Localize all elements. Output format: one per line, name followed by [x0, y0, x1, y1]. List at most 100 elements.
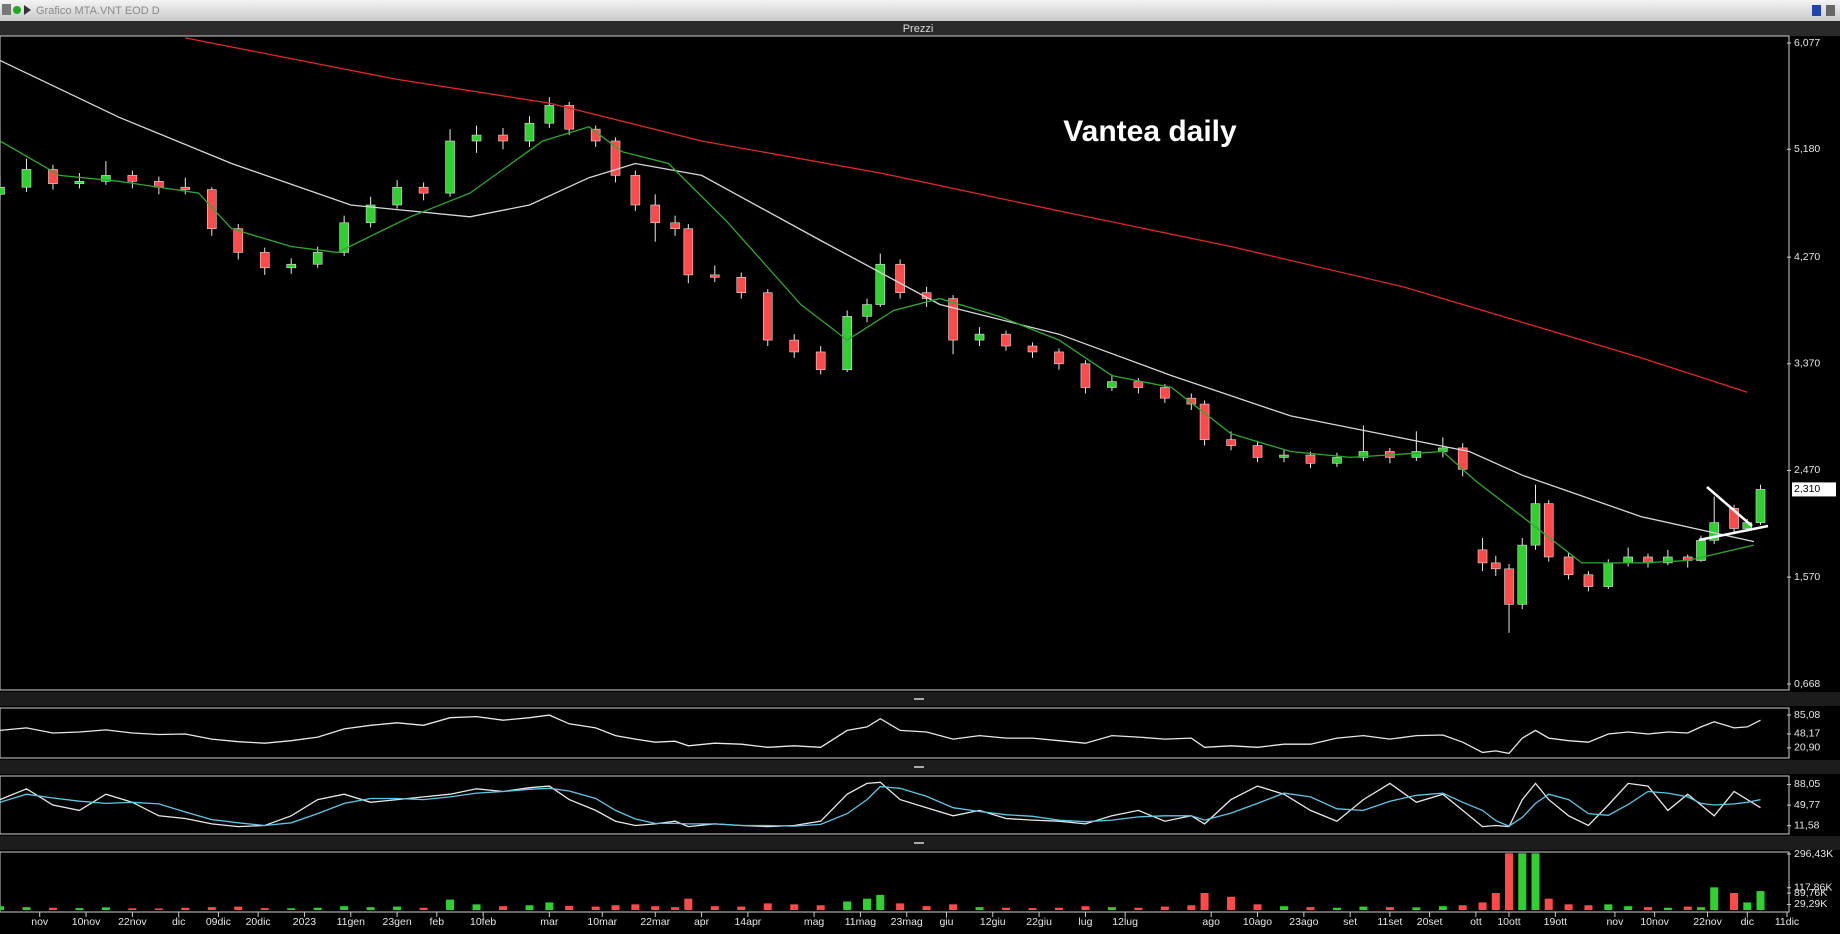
volume-bar [1200, 892, 1209, 910]
candle-body [1623, 556, 1633, 564]
volume-bar [1644, 907, 1653, 910]
candle-body [1663, 556, 1673, 564]
volume-bar [1564, 904, 1573, 910]
volume-bar [896, 903, 905, 910]
candle-body [365, 204, 376, 224]
volume-bar [949, 904, 958, 910]
volume-bar [499, 906, 508, 910]
y-tick-label: 88,05 [1794, 778, 1820, 790]
x-tick-label: 10ago [1243, 916, 1272, 928]
volume-bar [1663, 907, 1672, 910]
candle-body [1411, 451, 1422, 458]
x-tick-label: 23ago [1289, 916, 1318, 928]
candle-body [1490, 562, 1501, 570]
y-tick-label: 0,668 [1794, 678, 1820, 690]
last-price-label: 2,310 [1794, 483, 1820, 495]
x-tick-label: 2023 [293, 916, 317, 928]
volume-bar [1054, 907, 1063, 910]
volume-bar [1081, 906, 1090, 910]
y-tick-label: 117,86K [1794, 882, 1832, 894]
x-tick-label: nov [31, 916, 49, 928]
volume-bar [863, 898, 872, 910]
panel-frame [0, 851, 1790, 913]
volume-bar [1438, 906, 1447, 910]
x-tick-label: mar [540, 916, 559, 928]
window-button[interactable] [1826, 5, 1835, 16]
indicator-line [0, 59, 1755, 543]
volume-bar [1743, 902, 1752, 910]
candle-body [524, 122, 535, 142]
candle-body [21, 169, 32, 188]
candle-body [259, 252, 270, 269]
candle-body [1186, 397, 1197, 405]
x-tick-label: 11mag [845, 916, 876, 928]
volume-bar [1227, 896, 1236, 910]
volume-bar [1107, 907, 1116, 910]
candle-body [974, 333, 985, 341]
volume-bar [472, 904, 481, 910]
candle-body [1563, 556, 1574, 576]
volume-bar [1710, 887, 1719, 910]
volume-bar [1253, 904, 1262, 910]
window-button[interactable] [1812, 5, 1821, 16]
y-tick-label: 20,90 [1794, 742, 1820, 754]
pennant-line [1698, 524, 1769, 542]
volume-bar [651, 906, 660, 910]
volume-bar [1028, 908, 1037, 910]
candle-body [1080, 363, 1091, 388]
candle-body [1001, 333, 1011, 347]
x-tick-label: 11dic [1775, 916, 1799, 928]
candle-body [233, 228, 244, 253]
indicator-line [0, 785, 1761, 827]
volume-bar [207, 907, 216, 910]
candle-body [789, 339, 800, 353]
candle-body [842, 316, 852, 371]
volume-bar [1306, 907, 1315, 910]
x-tick-label: 10mar [587, 916, 617, 928]
x-tick-label: 22giu [1026, 916, 1052, 928]
indicator-line [0, 714, 1761, 755]
candle-body [339, 222, 349, 253]
plot-layer [0, 853, 1765, 910]
volume-bar [591, 906, 600, 910]
panel-frame [0, 707, 1790, 759]
candle-body [650, 204, 661, 224]
volume-bar [1730, 892, 1739, 910]
separator-grip [914, 698, 924, 700]
volume-bar [287, 908, 296, 910]
panels: 6,077 5,180 4,270 3,370 2,470 1,570 0,668 2,310… [0, 35, 1840, 928]
indicator-line [0, 781, 1761, 828]
separator-grip [914, 842, 924, 844]
volume-bar [340, 906, 349, 910]
candle-body [1133, 381, 1144, 388]
candle-body [895, 263, 905, 293]
x-tick-label: lug [1078, 916, 1092, 928]
candle-body [815, 351, 826, 371]
volume-bar [525, 905, 534, 910]
x-tick-label: ott [1470, 916, 1482, 928]
x-tick-label: 22nov [118, 916, 147, 928]
candle-body [1054, 351, 1064, 365]
volume-bar [1279, 906, 1288, 910]
volume-bar [763, 903, 772, 910]
x-tick-label: 10nov [72, 916, 101, 928]
x-tick-label: 19ott [1544, 916, 1567, 928]
x-tick-label: 14apr [734, 916, 761, 928]
indicator-line [0, 126, 1755, 564]
y-tick-label: 29,29K [1794, 898, 1827, 910]
candle-body [762, 292, 773, 341]
volume-bar [975, 907, 984, 910]
volume-bar [260, 908, 269, 910]
volume-bar [1531, 853, 1540, 910]
indicator-line [185, 37, 1748, 393]
candle-body [1332, 457, 1342, 464]
candle-body [1729, 508, 1739, 529]
volume-bar [313, 907, 322, 910]
y-tick-label: 49,77 [1794, 799, 1820, 811]
volume-bar [737, 906, 746, 910]
window-icon [2, 4, 11, 15]
candle-body [1107, 381, 1117, 388]
candle-body [1477, 549, 1488, 564]
x-tick-label: 12lug [1112, 916, 1138, 928]
